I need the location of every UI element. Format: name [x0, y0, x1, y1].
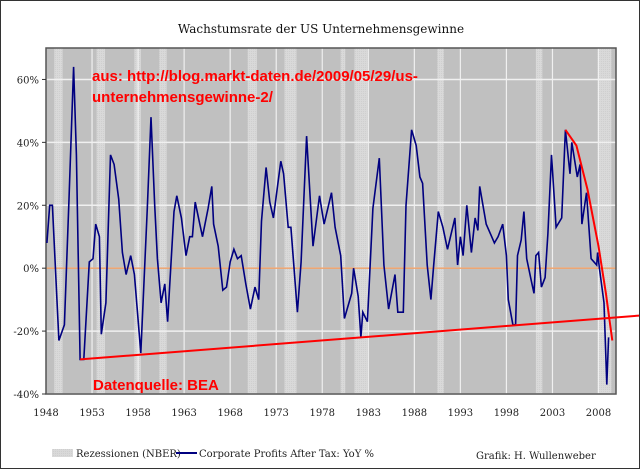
- x-tick-label: 1973: [263, 408, 288, 419]
- credit-text: Grafik: H. Wullenweber: [476, 451, 596, 462]
- x-tick-label: 1993: [448, 408, 473, 419]
- annotation-source-url-1: aus: http://blog.markt-daten.de/2009/05/…: [92, 68, 418, 85]
- x-tick-label: 2003: [540, 408, 565, 419]
- y-tick-label: 60%: [17, 75, 39, 86]
- x-tick-label: 1968: [217, 408, 242, 419]
- annotation-data-source: Datenquelle: BEA: [93, 377, 219, 394]
- recession-band: [535, 48, 543, 394]
- x-tick-label: 1998: [494, 408, 519, 419]
- y-tick-label: 0%: [23, 264, 39, 275]
- chart-title: Wachstumsrate der US Unternehmensgewinne: [178, 22, 464, 36]
- recession-band: [247, 48, 257, 394]
- x-tick-label: 1983: [356, 408, 381, 419]
- recession-band: [597, 48, 612, 394]
- recession-band: [159, 48, 167, 394]
- x-tick-label: 1953: [79, 408, 104, 419]
- y-tick-label: 20%: [17, 201, 39, 212]
- x-tick-label: 1958: [125, 408, 150, 419]
- series-line-corporate-profits: [46, 66, 610, 385]
- trend-line: [80, 314, 639, 361]
- x-tick-label: 1948: [33, 408, 58, 419]
- y-axis-ticks: -40% -20% 0% 20% 40% 60%: [13, 75, 46, 401]
- recession-band: [96, 48, 105, 394]
- x-axis-ticks: 1948 1953 1958 1963 1968 1973 1978 1983 1988 1993…: [33, 408, 611, 419]
- legend-recession-label: Rezessionen (NBER): [76, 449, 181, 460]
- y-tick-label: -40%: [13, 390, 39, 401]
- x-tick-label: 1963: [171, 408, 196, 419]
- annotation-source-url-2: unternehmensgewinne-2/: [92, 89, 274, 106]
- legend-recession-swatch: [52, 449, 73, 457]
- legend: Rezessionen (NBER) Corporate Profits Aft…: [52, 449, 374, 460]
- y-tick-label: 40%: [17, 138, 39, 149]
- recession-band: [284, 48, 297, 394]
- recession-band: [354, 48, 368, 394]
- recession-band: [54, 48, 63, 394]
- plot-border: [45, 47, 617, 395]
- x-tick-label: 1978: [310, 408, 335, 419]
- legend-series-label: Corporate Profits After Tax: YoY %: [199, 449, 374, 460]
- x-tick-label: 1988: [402, 408, 427, 419]
- decline-curve: [564, 129, 614, 341]
- y-tick-label: -20%: [13, 327, 39, 338]
- x-tick-label: 2008: [586, 408, 611, 419]
- recession-band: [340, 48, 346, 394]
